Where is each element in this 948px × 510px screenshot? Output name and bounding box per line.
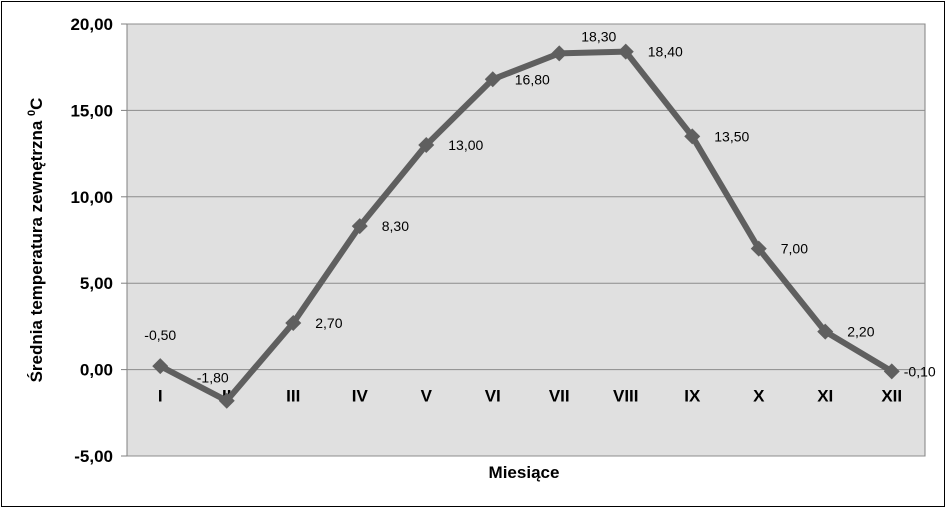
x-category-label: IV <box>352 387 369 406</box>
x-category-label: III <box>286 387 300 406</box>
data-label: -1,80 <box>197 370 229 386</box>
data-label: 7,00 <box>781 241 808 257</box>
gridlines <box>127 23 925 457</box>
y-tick-label: 0,00 <box>80 361 113 380</box>
y-tick-label: 10,00 <box>70 188 113 207</box>
x-category-label: V <box>421 387 433 406</box>
data-point-marker <box>484 71 501 88</box>
y-axis-title: Średnia temperatura zewnętrzna 0C <box>26 98 46 383</box>
y-tick-label: 20,00 <box>70 15 113 34</box>
data-point-marker <box>152 358 169 375</box>
x-category-label: X <box>753 387 765 406</box>
data-label: 2,20 <box>847 324 874 340</box>
data-point-marker <box>418 136 435 153</box>
data-label: 18,30 <box>581 28 616 44</box>
data-label: -0,50 <box>144 327 176 343</box>
y-axis-title-superscript: 0 <box>26 110 38 116</box>
data-label: 8,30 <box>382 218 409 234</box>
data-label: 16,80 <box>515 71 550 87</box>
data-point-marker <box>817 323 834 340</box>
x-category-label: IX <box>684 387 701 406</box>
data-label: 18,40 <box>648 44 683 60</box>
data-point-marker <box>218 392 235 409</box>
x-category-label: XI <box>817 387 833 406</box>
y-tick-label: 15,00 <box>70 101 113 120</box>
data-point-marker <box>684 128 701 145</box>
series-line <box>158 48 894 404</box>
data-labels: -0,50 -1,80 2,70 8,30 13,00 16,80 18,30 18,40 13… <box>144 28 936 385</box>
x-category-label: XII <box>881 387 902 406</box>
data-point-marker <box>617 43 634 60</box>
data-point-marker <box>750 240 767 257</box>
y-tick-label: 5,00 <box>80 274 113 293</box>
x-category-label: I <box>158 387 163 406</box>
y-axis-title-main: Średnia temperatura zewnętrzna <box>27 116 46 382</box>
data-label: -0,10 <box>904 363 936 379</box>
plot-area <box>126 23 926 457</box>
data-point-marker <box>551 45 568 62</box>
data-point-marker <box>285 314 302 331</box>
x-category-label: VI <box>485 387 501 406</box>
data-point-marker <box>883 363 900 380</box>
data-label: 2,70 <box>315 315 342 331</box>
x-category-label: VIII <box>613 387 639 406</box>
x-category-label: VII <box>549 387 570 406</box>
y-axis-title-unit: C <box>27 98 46 110</box>
x-axis-title: Miesiące <box>489 463 560 482</box>
data-markers <box>152 43 900 409</box>
data-point-marker <box>351 218 368 235</box>
data-label: 13,50 <box>714 128 749 144</box>
y-tick-label: -5,00 <box>74 447 113 466</box>
data-label: 13,00 <box>448 137 483 153</box>
y-axis-ticks: -5,00 0,00 5,00 10,00 15,00 20,00 <box>70 15 127 466</box>
